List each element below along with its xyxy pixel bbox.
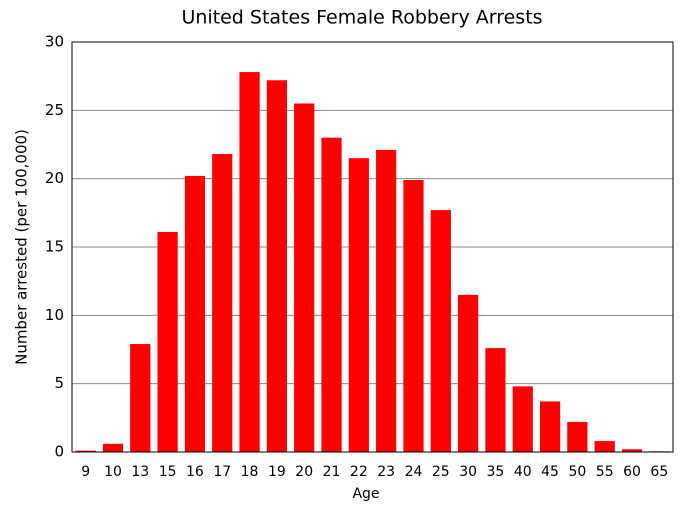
x-tick-label: 55: [596, 464, 614, 480]
x-tick-label: 25: [432, 464, 450, 480]
bar: [430, 210, 451, 452]
chart-title: United States Female Robbery Arrests: [181, 7, 542, 29]
bar: [102, 443, 124, 452]
bar: [157, 231, 178, 452]
x-tick-label: 16: [186, 464, 204, 480]
x-tick-label: 40: [514, 464, 532, 480]
bar: [621, 449, 643, 452]
bar: [376, 149, 397, 452]
x-tick-label: 9: [81, 464, 90, 480]
x-tick-label: 18: [241, 464, 259, 480]
x-tick-label: 17: [213, 464, 231, 480]
bar: [512, 386, 533, 452]
x-tick-label: 19: [268, 464, 286, 480]
bar: [294, 103, 315, 452]
x-tick-label: 23: [377, 464, 395, 480]
x-tick-label: 10: [104, 464, 122, 480]
bar: [130, 344, 151, 452]
y-tick-label: 0: [54, 443, 64, 461]
x-tick-label: 35: [487, 464, 505, 480]
bar: [567, 421, 588, 452]
bar: [239, 72, 260, 453]
y-tick-label: 5: [54, 374, 64, 392]
plot-frame: [71, 41, 674, 453]
bar: [75, 450, 96, 452]
bar: [458, 294, 479, 452]
x-tick-label: 20: [295, 464, 313, 480]
bar: [266, 80, 287, 453]
y-tick-label: 20: [45, 169, 64, 187]
bar: [594, 441, 615, 452]
y-tick-label: 10: [45, 306, 64, 324]
bar: [321, 137, 342, 452]
x-tick-label: 21: [323, 464, 341, 480]
x-tick-label: 22: [350, 464, 368, 480]
x-tick-label: 50: [568, 464, 586, 480]
bar: [403, 180, 424, 453]
x-tick-label: 15: [159, 464, 177, 480]
x-tick-label: 65: [650, 464, 668, 480]
x-tick-label: 24: [405, 464, 423, 480]
bar: [539, 401, 561, 452]
y-tick-label: 30: [45, 33, 64, 51]
x-tick-label: 45: [541, 464, 559, 480]
bar: [212, 154, 233, 453]
bars: [75, 72, 670, 453]
y-tick-label: 15: [45, 238, 64, 256]
x-tick-label: 13: [131, 464, 149, 480]
x-tick-label: 30: [459, 464, 477, 480]
bar: [348, 158, 369, 452]
bar: [485, 348, 506, 452]
y-tick-label: 25: [45, 101, 64, 119]
x-tick-label: 60: [623, 464, 641, 480]
y-axis-label: Number arrested (per 100,000): [13, 129, 31, 365]
bar: [184, 175, 206, 452]
x-axis-label: Age: [352, 486, 379, 502]
